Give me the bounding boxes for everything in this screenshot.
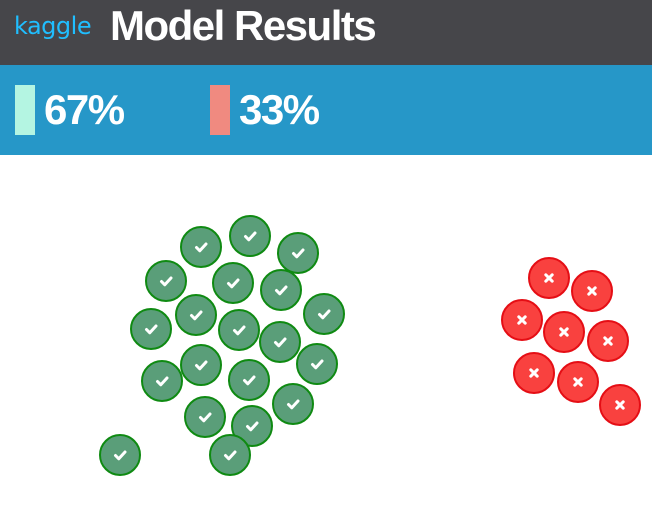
correct-prediction-dot <box>296 343 338 385</box>
correct-prediction-dot <box>228 359 270 401</box>
x-icon <box>615 400 625 410</box>
correct-prediction-dot <box>180 226 222 268</box>
correct-prediction-dot <box>303 293 345 335</box>
correct-prediction-dot <box>184 396 226 438</box>
check-icon <box>243 375 256 386</box>
x-icon <box>587 286 597 296</box>
wrong-dot-cluster <box>501 257 641 426</box>
x-icon <box>559 327 569 337</box>
correct-dot-cluster <box>99 215 345 476</box>
check-icon <box>275 285 288 296</box>
x-icon <box>603 336 613 346</box>
check-icon <box>244 231 257 242</box>
header-bar: kaggle Model Results <box>0 0 652 65</box>
x-icon <box>529 368 539 378</box>
check-icon <box>195 242 208 253</box>
check-icon <box>287 399 300 410</box>
correct-prediction-dot <box>229 215 271 257</box>
check-icon <box>233 325 246 336</box>
wrong-prediction-dot <box>599 384 641 426</box>
check-icon <box>195 360 208 371</box>
wrong-color-swatch <box>210 85 230 135</box>
wrong-prediction-dot <box>571 270 613 312</box>
check-icon <box>246 421 259 432</box>
check-icon <box>145 324 158 335</box>
correct-prediction-dot <box>209 434 251 476</box>
stats-bar: 67% 33% <box>0 65 652 155</box>
wrong-prediction-dot <box>543 311 585 353</box>
correct-prediction-dot <box>141 360 183 402</box>
wrong-prediction-dot <box>513 352 555 394</box>
correct-prediction-dot <box>272 383 314 425</box>
x-icon <box>544 273 554 283</box>
correct-prediction-dot <box>218 309 260 351</box>
wrong-prediction-dot <box>587 320 629 362</box>
wrong-prediction-dot <box>528 257 570 299</box>
wrong-percentage: 33% <box>239 86 320 133</box>
correct-prediction-dot <box>260 269 302 311</box>
check-icon <box>318 309 331 320</box>
correct-prediction-dot <box>180 344 222 386</box>
correct-prediction-dot <box>99 434 141 476</box>
wrong-prediction-dot <box>501 299 543 341</box>
check-icon <box>114 450 127 461</box>
correct-prediction-dot <box>259 321 301 363</box>
check-icon <box>156 376 169 387</box>
correct-prediction-dot <box>277 232 319 274</box>
correct-prediction-dot <box>175 294 217 336</box>
check-icon <box>274 337 287 348</box>
check-icon <box>199 412 212 423</box>
check-icon <box>224 450 237 461</box>
wrong-prediction-dot <box>557 361 599 403</box>
correct-prediction-dot <box>130 308 172 350</box>
check-icon <box>292 248 305 259</box>
correct-prediction-dot <box>231 405 273 447</box>
x-icon <box>573 377 583 387</box>
check-icon <box>227 278 240 289</box>
correct-color-swatch <box>15 85 35 135</box>
correct-percentage: 67% <box>44 86 125 133</box>
page-title: Model Results <box>110 2 377 49</box>
check-icon <box>311 359 324 370</box>
check-icon <box>160 276 173 287</box>
x-icon <box>517 315 527 325</box>
results-plot <box>99 215 641 476</box>
correct-prediction-dot <box>212 262 254 304</box>
check-icon <box>190 310 203 321</box>
correct-prediction-dot <box>145 260 187 302</box>
kaggle-logo[interactable]: kaggle <box>14 12 92 40</box>
